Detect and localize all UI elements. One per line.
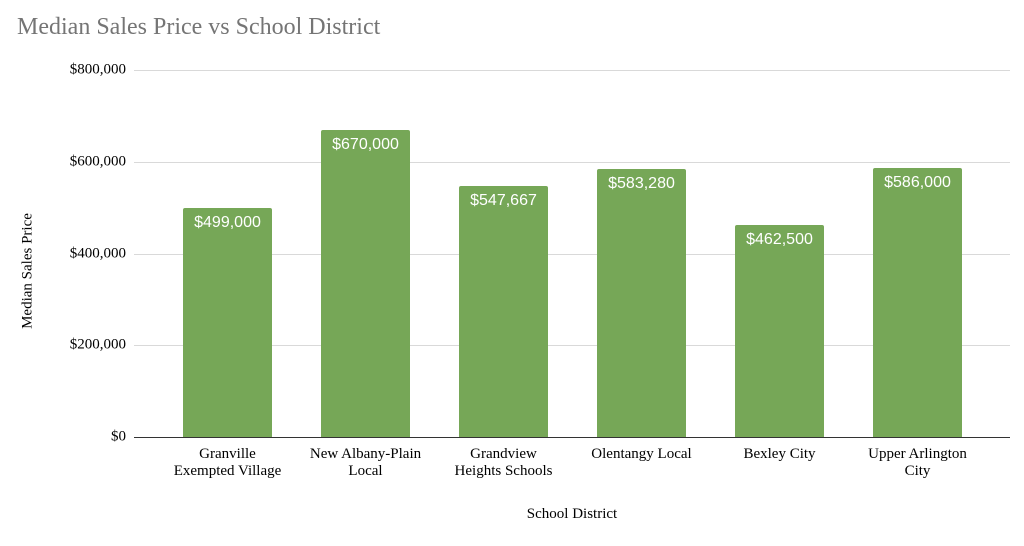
bar-value-label: $499,000: [194, 214, 261, 231]
y-tick-label: $0: [111, 428, 126, 445]
y-axis-label: Median Sales Price: [19, 213, 36, 329]
gridline: [134, 254, 1010, 255]
chart-title: Median Sales Price vs School District: [17, 14, 381, 40]
bar: $547,667: [459, 186, 548, 437]
bar-value-label: $547,667: [470, 192, 537, 209]
bar: $462,500: [735, 225, 824, 437]
x-tick-label: Granville Exempted Village: [173, 446, 282, 479]
bar: $583,280: [597, 169, 686, 437]
bar-value-label: $583,280: [608, 175, 675, 192]
x-axis-label: School District: [526, 506, 618, 522]
x-tick-label: New Albany-Plain Local: [309, 446, 422, 479]
bar: $586,000: [873, 168, 962, 437]
x-axis-line: [134, 437, 1010, 438]
bar-value-label: $586,000: [884, 174, 951, 191]
gridline: [134, 345, 1010, 346]
y-tick-label: $800,000: [69, 61, 126, 78]
y-tick-label: $200,000: [69, 336, 126, 353]
x-tick-label: Upper Arlington City: [868, 446, 967, 479]
y-tick-label: $400,000: [69, 245, 126, 262]
gridline: [134, 162, 1010, 163]
bar: $670,000: [321, 130, 410, 437]
x-tick-label: Grandview Heights Schools: [454, 446, 553, 479]
y-tick-label: $600,000: [69, 153, 126, 170]
bar: $499,000: [183, 208, 272, 437]
x-tick-label: Bexley City: [743, 446, 816, 462]
x-tick-label: Olentangy Local: [591, 446, 692, 462]
bar-value-label: $462,500: [746, 231, 813, 248]
bar-value-label: $670,000: [332, 136, 399, 153]
gridline: [134, 70, 1010, 71]
